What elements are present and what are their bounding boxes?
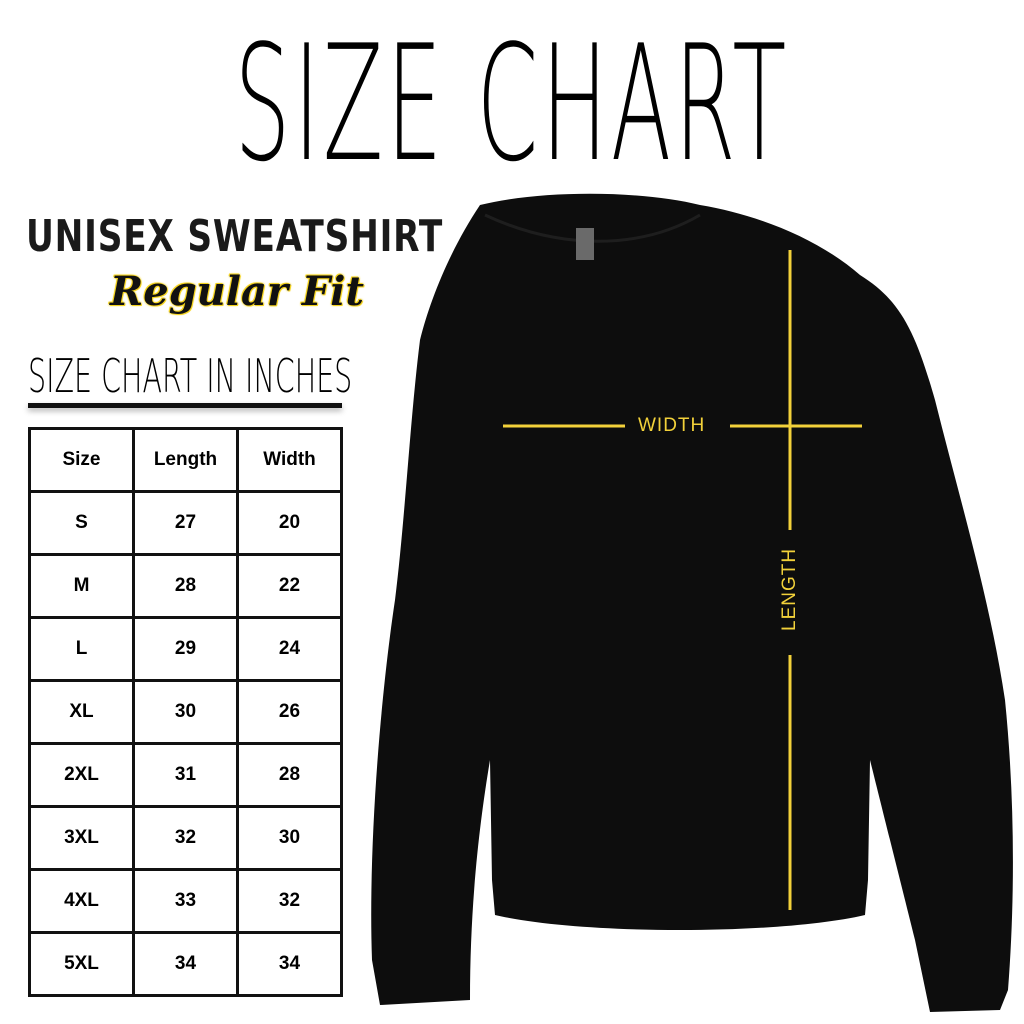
table-row: 2XL 31 28 [28,742,343,808]
fit-label: Regular Fit [110,268,364,315]
size-cell: XL [28,679,135,745]
product-name: UNISEX SWEATSHIRT [26,211,444,262]
size-cell: 5XL [28,931,135,997]
table-row: XL 30 26 [28,679,343,745]
collar [484,213,701,243]
table-row: 4XL 33 32 [28,868,343,934]
length-cell: 29 [132,616,239,682]
subtitle-underline [28,403,342,408]
size-cell: S [28,490,135,556]
width-cell: 34 [236,931,343,997]
width-label: WIDTH [638,415,706,436]
table-row: S 27 20 [28,490,343,556]
length-cell: 30 [132,679,239,745]
width-cell: 20 [236,490,343,556]
table-row: 3XL 32 30 [28,805,343,871]
width-cell: 26 [236,679,343,745]
size-cell: L [28,616,135,682]
length-cell: 33 [132,868,239,934]
width-cell: 28 [236,742,343,808]
sweatshirt-image [371,193,1013,1012]
length-cell: 32 [132,805,239,871]
width-cell: 22 [236,553,343,619]
length-cell: 34 [132,931,239,997]
header-cell: Length [132,427,239,493]
header-cell: Size [28,427,135,493]
size-cell: 3XL [28,805,135,871]
width-cell: 32 [236,868,343,934]
length-label: LENGTH [779,547,800,631]
length-cell: 27 [132,490,239,556]
table-header-row: Size Length Width [28,427,343,493]
width-cell: 24 [236,616,343,682]
width-cell: 30 [236,805,343,871]
table-subtitle: SIZE CHART IN INCHES [28,349,353,403]
page-title: SIZE CHART [234,10,790,197]
neck-tag [576,228,594,260]
header-cell: Width [236,427,343,493]
size-cell: 4XL [28,868,135,934]
size-cell: 2XL [28,742,135,808]
length-cell: 28 [132,553,239,619]
size-table: Size Length Width S 27 20 M 28 22 L 29 24 XL 30 26 2… [28,427,343,997]
size-cell: M [28,553,135,619]
length-cell: 31 [132,742,239,808]
table-row: 5XL 34 34 [28,931,343,997]
table-row: M 28 22 [28,553,343,619]
table-row: L 29 24 [28,616,343,682]
